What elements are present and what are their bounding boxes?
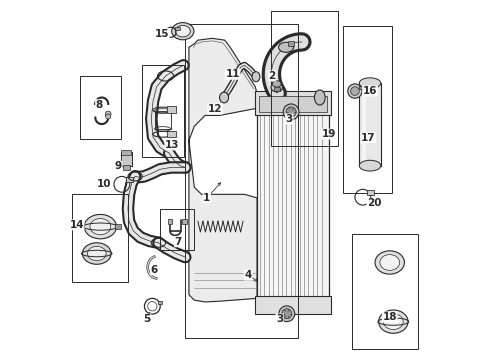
Bar (121, 150, 131, 155)
Text: 4: 4 (244, 270, 251, 280)
Ellipse shape (359, 78, 380, 89)
Circle shape (105, 111, 111, 117)
Ellipse shape (87, 246, 106, 261)
Circle shape (350, 87, 359, 95)
Bar (174, 27, 180, 30)
Bar (366, 190, 373, 195)
Ellipse shape (82, 243, 111, 264)
Bar (273, 87, 279, 91)
Bar (122, 165, 129, 170)
Text: 15: 15 (155, 29, 169, 39)
Text: 16: 16 (362, 86, 377, 96)
Circle shape (347, 84, 362, 98)
Text: 3: 3 (275, 314, 283, 324)
Text: 3: 3 (285, 114, 292, 124)
Bar (125, 177, 133, 182)
Bar (343, 26, 391, 193)
Ellipse shape (270, 83, 282, 92)
Text: 13: 13 (164, 140, 179, 150)
Bar (160, 209, 194, 250)
Text: 18: 18 (382, 312, 396, 322)
Bar (362, 85, 366, 164)
Circle shape (105, 114, 110, 119)
Bar (185, 24, 298, 338)
Bar (142, 65, 183, 157)
Text: 20: 20 (366, 198, 381, 208)
Text: 1: 1 (203, 193, 210, 203)
Text: 2: 2 (268, 71, 275, 81)
Bar (72, 194, 128, 282)
Circle shape (281, 309, 291, 319)
Text: 12: 12 (207, 104, 222, 114)
Ellipse shape (314, 90, 325, 105)
Bar (168, 220, 172, 225)
Bar (258, 96, 326, 112)
Ellipse shape (171, 23, 194, 40)
Bar (182, 220, 186, 225)
Bar (158, 301, 162, 305)
Ellipse shape (359, 160, 380, 171)
Circle shape (285, 107, 296, 117)
Bar (287, 41, 293, 45)
Ellipse shape (219, 92, 228, 103)
Bar (257, 94, 328, 298)
Ellipse shape (90, 219, 110, 235)
Bar (255, 296, 330, 315)
Ellipse shape (175, 26, 190, 37)
Circle shape (278, 306, 294, 321)
Text: 8: 8 (96, 100, 102, 110)
Polygon shape (188, 39, 257, 140)
Ellipse shape (84, 215, 116, 239)
Ellipse shape (272, 81, 281, 87)
Text: 5: 5 (143, 314, 150, 324)
Bar (167, 131, 176, 137)
Bar (154, 111, 170, 129)
Polygon shape (188, 140, 257, 302)
Bar (359, 83, 380, 166)
Text: 17: 17 (360, 133, 375, 143)
Text: 11: 11 (225, 69, 240, 79)
Bar (80, 76, 121, 139)
Bar (351, 234, 418, 348)
Text: 14: 14 (69, 220, 84, 230)
Text: 9: 9 (115, 161, 122, 171)
Ellipse shape (378, 310, 407, 333)
Ellipse shape (374, 251, 404, 274)
Bar (167, 107, 176, 113)
Bar (359, 86, 364, 89)
Text: 6: 6 (150, 265, 158, 275)
Circle shape (283, 104, 298, 120)
Ellipse shape (251, 72, 260, 82)
Bar (115, 225, 121, 229)
Bar (271, 12, 337, 146)
Text: 19: 19 (321, 129, 335, 139)
Text: 7: 7 (174, 237, 182, 247)
Ellipse shape (278, 42, 293, 52)
Text: 10: 10 (97, 179, 111, 189)
Bar (121, 152, 131, 166)
Circle shape (151, 268, 157, 275)
Ellipse shape (379, 255, 399, 270)
Bar (255, 91, 330, 116)
Ellipse shape (383, 314, 403, 329)
